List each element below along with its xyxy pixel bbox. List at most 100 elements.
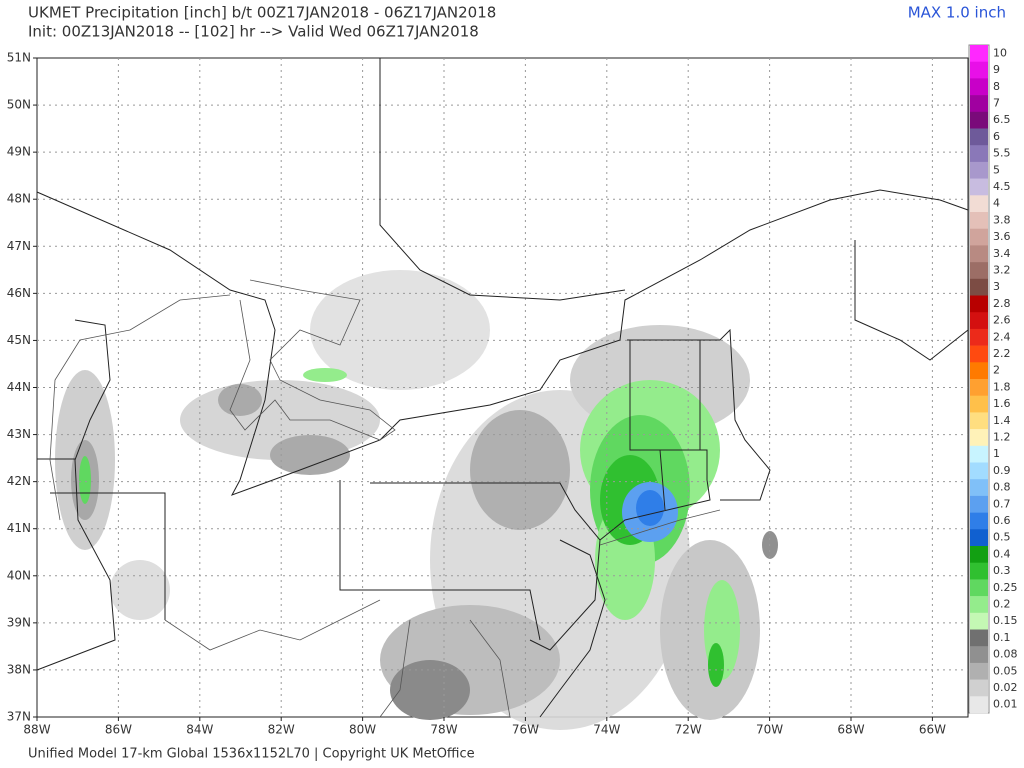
color-swatch [970,111,988,129]
precip-field [55,270,778,730]
color-level-label: 5 [993,163,1000,176]
color-level-label: 0.25 [993,581,1018,594]
lat-label: 49N [7,145,31,159]
color-swatch [970,278,988,296]
color-level-label: 3.8 [993,213,1011,226]
lat-label: 50N [7,98,31,112]
color-level-label: 0.02 [993,681,1018,694]
color-level-label: 0.2 [993,597,1011,610]
lon-label: 68W [837,723,864,737]
color-level-label: 6 [993,130,1000,143]
map [36,57,969,730]
color-swatch [970,228,988,246]
color-swatch [970,145,988,163]
title: UKMET Precipitation [inch] b/t 00Z17JAN2… [28,4,496,22]
boundaries [36,58,969,718]
color-swatch [970,379,988,396]
color-level-label: 2.2 [993,347,1011,360]
color-level-label: 5.5 [993,147,1011,160]
color-level-label: 2 [993,364,1000,377]
color-level-label: 10 [993,46,1007,59]
color-swatch [970,212,988,229]
lon-label: 86W [105,723,132,737]
color-swatch [970,495,988,513]
color-level-label: 6.5 [993,113,1011,126]
footer: Unified Model 17-km Global 1536x1152L70 … [28,747,475,762]
color-swatch [970,596,988,614]
color-level-label: 0.3 [993,564,1011,577]
lat-label: 46N [7,286,31,300]
color-level-label: 4 [993,197,1000,210]
colorbar: 10 9 8 7 6.5 6 5.5 5 4.5 4 3.8 3.6 3.4 3.2 3 2.8 2.6 2.4 2… [968,44,1018,714]
lat-label: 44N [7,380,31,394]
max-label: MAX 1.0 inch [908,4,1006,22]
color-level-label: 3.6 [993,230,1011,243]
lat-label: 41N [7,521,31,535]
lat-label: 42N [7,474,31,488]
color-level-label: 8 [993,80,1000,93]
color-swatch [970,95,988,113]
color-swatch [970,128,988,146]
color-swatch [970,646,988,664]
lat-label: 39N [7,615,31,629]
color-level-label: 2.8 [993,297,1011,310]
color-level-label: 1.8 [993,380,1011,393]
color-swatch [970,262,988,280]
color-swatch [970,245,988,263]
color-level-label: 0.8 [993,481,1011,494]
color-swatch [970,312,988,330]
color-swatch [970,679,988,697]
lon-label: 76W [512,723,539,737]
lat-label: 48N [7,192,31,206]
color-level-label: 3.4 [993,247,1011,260]
color-level-label: 2.6 [993,314,1011,327]
color-swatch [970,462,988,480]
color-level-label: 2.4 [993,330,1011,343]
color-swatch [970,161,988,179]
color-level-label: 3.2 [993,263,1011,276]
color-level-label: 9 [993,63,1000,76]
color-swatch [970,479,988,497]
color-swatch [970,395,988,413]
color-swatch [970,328,988,346]
color-level-label: 0.08 [993,648,1018,661]
color-swatch [970,412,988,430]
color-swatch [970,562,988,580]
color-level-label: 0.4 [993,547,1011,560]
color-swatch [970,45,988,62]
lon-label: 80W [349,723,376,737]
color-swatch [970,195,988,213]
lon-label: 84W [186,723,213,737]
lon-label: 70W [756,723,783,737]
color-level-label: 0.7 [993,497,1011,510]
color-level-label: 0.15 [993,614,1018,627]
color-swatch [970,662,988,680]
lat-label: 43N [7,427,31,441]
lat-label: 40N [7,568,31,582]
color-swatch [970,178,988,196]
lon-label: 72W [675,723,702,737]
lon-label: 66W [919,723,946,737]
color-swatch [970,529,988,547]
color-swatch [970,61,988,79]
lat-label: 45N [7,333,31,347]
color-swatch [970,345,988,363]
color-swatch [970,295,988,313]
lon-label: 78W [430,723,457,737]
lon-label: 74W [593,723,620,737]
color-level-label: 1.6 [993,397,1011,410]
color-swatch [970,612,988,630]
color-level-label: 3 [993,280,1000,293]
color-level-label: 0.6 [993,514,1011,527]
color-swatch [970,696,988,714]
color-swatch [970,362,988,380]
graticule [37,58,968,717]
color-swatch [970,445,988,463]
color-level-label: 0.05 [993,664,1018,677]
color-swatch [970,429,988,447]
lat-label: 38N [7,662,31,676]
color-swatch [970,629,988,647]
color-level-label: 1 [993,447,1000,460]
lon-label: 88W [23,723,50,737]
